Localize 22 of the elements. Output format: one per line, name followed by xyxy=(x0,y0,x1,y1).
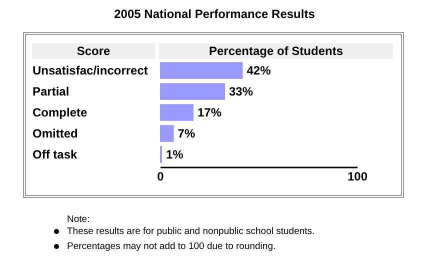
y-tick-label: Unsatisfac/incorrect xyxy=(32,64,148,78)
y-tick-label: Off task xyxy=(32,148,78,162)
text: These results are for public and nonpublic school students. xyxy=(67,226,315,237)
text: Note: xyxy=(67,214,90,225)
chart-title: 2005 National Performance Results xyxy=(113,7,316,21)
data-label: 1% xyxy=(166,148,184,162)
y-axis-title: Score xyxy=(32,43,155,59)
data-label: 33% xyxy=(229,84,254,98)
data-label: 7% xyxy=(178,126,196,140)
data-label: 17% xyxy=(197,106,222,120)
x-tick-label: 0 xyxy=(157,170,164,184)
y-tick-label: Omitted xyxy=(32,126,78,140)
x-axis-title: Percentage of Students xyxy=(159,43,393,59)
data-label: 42% xyxy=(246,64,272,78)
bar xyxy=(160,125,174,142)
bar xyxy=(160,104,194,121)
x-tick-label: 100 xyxy=(347,170,368,184)
text: Percentages may not add to 100 due to rounding. xyxy=(67,241,277,252)
bar xyxy=(160,62,243,79)
bar xyxy=(160,83,226,100)
y-tick-label: Complete xyxy=(32,106,88,120)
y-tick-label: Partial xyxy=(32,84,70,98)
